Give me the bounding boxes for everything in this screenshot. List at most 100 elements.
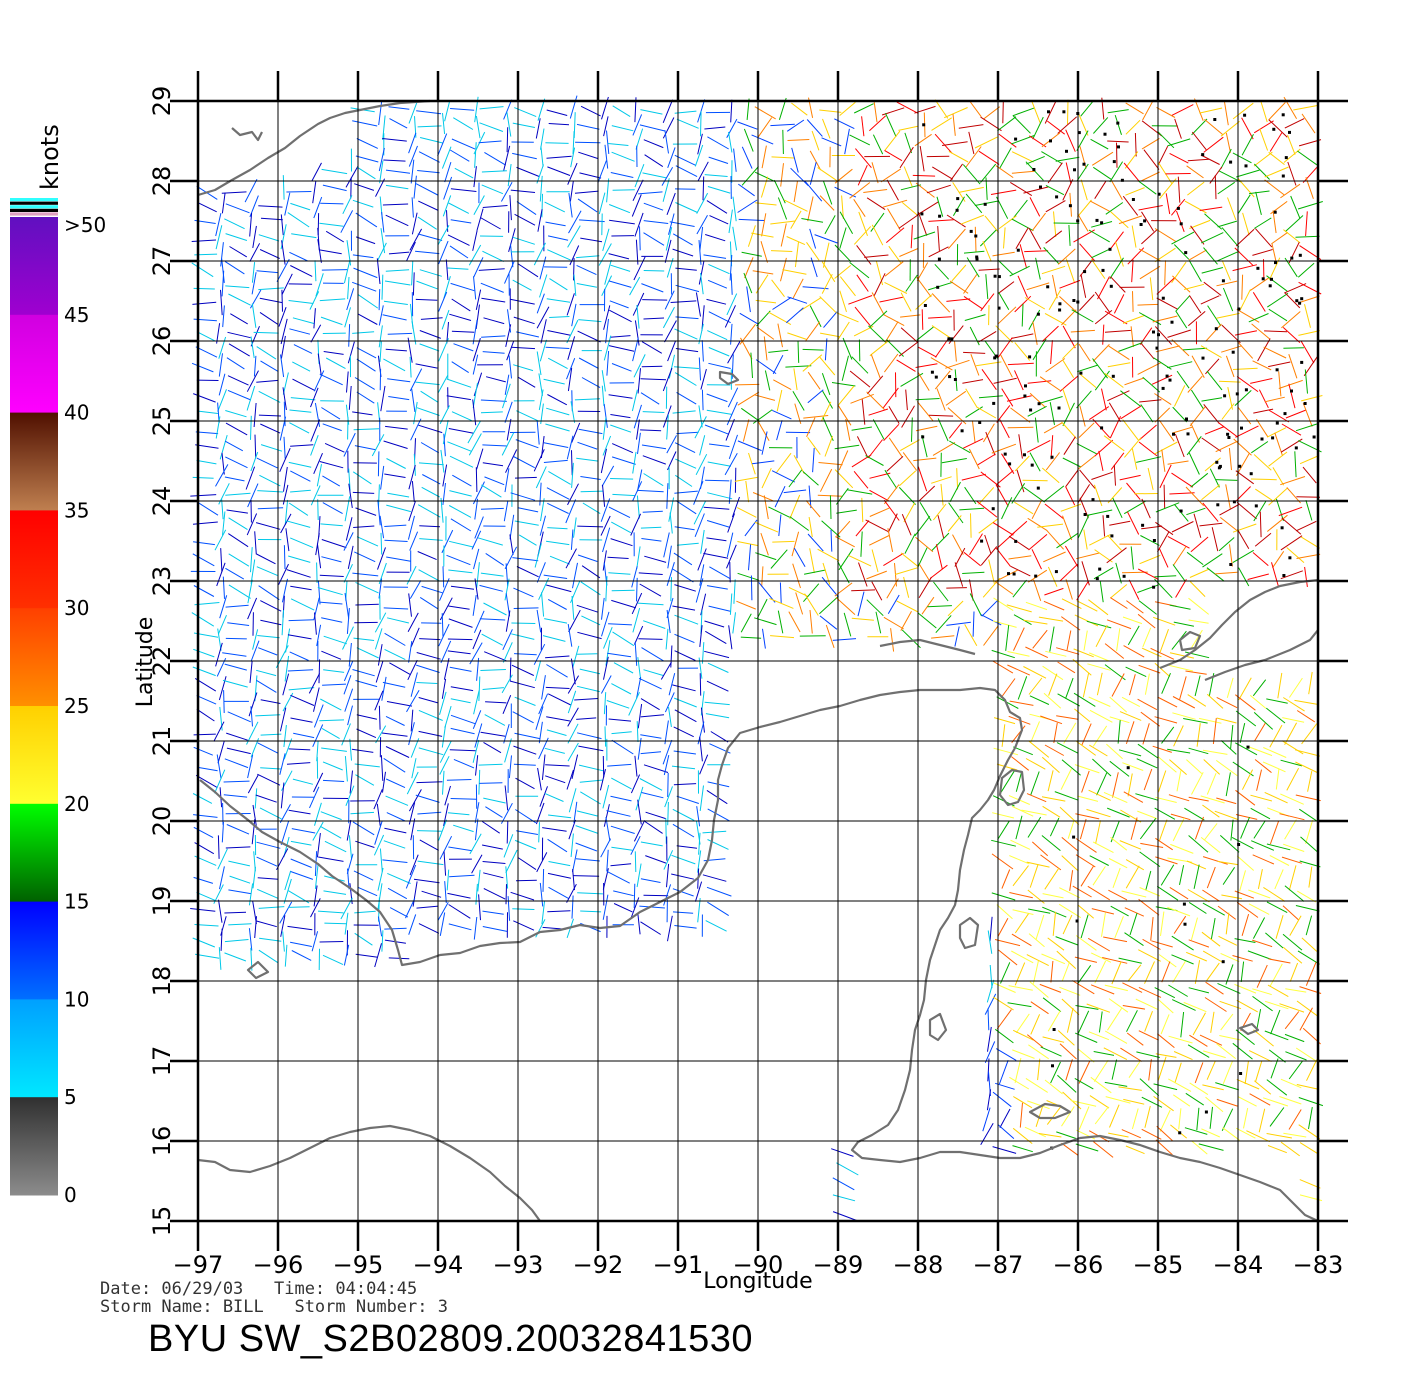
rain-flag-dot: [1155, 346, 1159, 350]
wind-vector: [384, 927, 407, 930]
wind-vector: [898, 125, 919, 131]
wind-vector: [927, 605, 952, 608]
wind-vector: [915, 398, 940, 401]
wind-vector: [946, 587, 967, 589]
wind-vector: [870, 354, 881, 379]
wind-vector: [1013, 1096, 1033, 1109]
rain-flag-dot: [1103, 132, 1107, 136]
wind-vector: [386, 458, 406, 469]
wind-vector: [504, 401, 513, 423]
wind-vector: [1028, 908, 1051, 914]
wind-vector: [1137, 303, 1159, 306]
wind-vector: [258, 414, 282, 417]
wind-vector: [546, 407, 570, 416]
wind-vector: [535, 706, 544, 730]
wind-vector: [789, 494, 801, 520]
wind-vector: [643, 764, 669, 773]
wind-vector: [512, 122, 535, 128]
wind-vector: [809, 150, 822, 171]
wind-vector: [965, 388, 978, 408]
wind-vector: [506, 127, 509, 153]
wind-vector: [640, 109, 663, 115]
wind-vector: [1228, 447, 1232, 471]
wind-vector: [213, 721, 225, 742]
wind-vector: [824, 215, 836, 235]
wind-vector: [542, 635, 566, 642]
wind-vector: [580, 105, 601, 117]
wind-vector: [1236, 169, 1260, 178]
wind-vector: [247, 774, 259, 794]
wind-vector: [280, 318, 288, 345]
wind-vector: [1206, 370, 1223, 391]
wind-vector: [195, 774, 218, 789]
rain-flag-dot: [1055, 195, 1059, 199]
wind-vector: [410, 159, 415, 184]
wind-vector: [704, 620, 725, 628]
wind-vector: [1108, 1132, 1129, 1138]
wind-vector: [1171, 261, 1187, 283]
wind-vector: [776, 389, 783, 412]
wind-vector: [438, 623, 450, 647]
wind-vector: [963, 351, 986, 354]
wind-vector: [567, 723, 579, 744]
wind-vector: [437, 133, 448, 157]
wind-vector: [1139, 851, 1161, 868]
wind-vector: [898, 213, 920, 229]
wind-vector: [218, 353, 223, 377]
wind-vector: [1109, 161, 1124, 183]
wind-vector: [256, 679, 277, 693]
wind-vector: [708, 311, 731, 324]
wind-vector: [1268, 119, 1288, 138]
wind-vector: [290, 941, 312, 947]
wind-vector: [1124, 437, 1142, 458]
wind-vector: [1283, 697, 1305, 712]
wind-vector: [662, 367, 673, 392]
wind-vector: [1188, 835, 1209, 853]
wind-vector: [697, 548, 707, 571]
wind-vector: [352, 572, 379, 577]
wind-vector: [1301, 113, 1316, 134]
wind-vector: [444, 881, 447, 904]
wind-vector: [446, 395, 471, 401]
wind-vector: [631, 566, 638, 588]
rain-flag-dot: [1303, 402, 1307, 405]
wind-vector: [475, 467, 478, 493]
wind-vector: [1252, 988, 1272, 996]
wind-vector: [576, 264, 597, 276]
wind-vector: [354, 763, 380, 768]
wind-vector: [1086, 1003, 1111, 1013]
wind-vector: [978, 268, 1000, 271]
wind-vector: [214, 529, 227, 551]
colorbar-units-label: knots: [36, 124, 64, 190]
wind-vector: [637, 913, 641, 935]
wind-vector: [248, 692, 258, 717]
wind-vector: [1235, 1127, 1256, 1139]
wind-vector: [421, 585, 443, 594]
wind-vector: [293, 344, 313, 354]
wind-vector: [385, 795, 409, 806]
wind-vector: [473, 916, 478, 940]
wind-vector: [446, 554, 471, 566]
wind-vector: [613, 662, 634, 674]
wind-vector: [961, 473, 987, 481]
wind-vector: [609, 219, 635, 225]
rain-flag-dot: [1295, 299, 1299, 303]
wind-vector: [853, 199, 866, 217]
wind-vector: [992, 1146, 1017, 1154]
wind-vector: [1101, 388, 1107, 411]
wind-vector: [1089, 855, 1109, 866]
wind-vector: [479, 618, 506, 621]
wind-vector: [1150, 917, 1154, 941]
wind-vector: [1071, 309, 1094, 323]
wind-vector: [548, 814, 572, 819]
wind-vector: [611, 731, 632, 735]
wind-vector: [406, 771, 419, 795]
wind-vector: [416, 664, 440, 673]
wind-vector: [807, 389, 824, 404]
rain-flag-dot: [1126, 766, 1130, 770]
rain-flag-dot: [1215, 460, 1219, 464]
wind-vector: [415, 183, 438, 196]
wind-vector: [1075, 838, 1097, 853]
wind-vector: [505, 866, 509, 889]
wind-vector: [1176, 370, 1190, 389]
